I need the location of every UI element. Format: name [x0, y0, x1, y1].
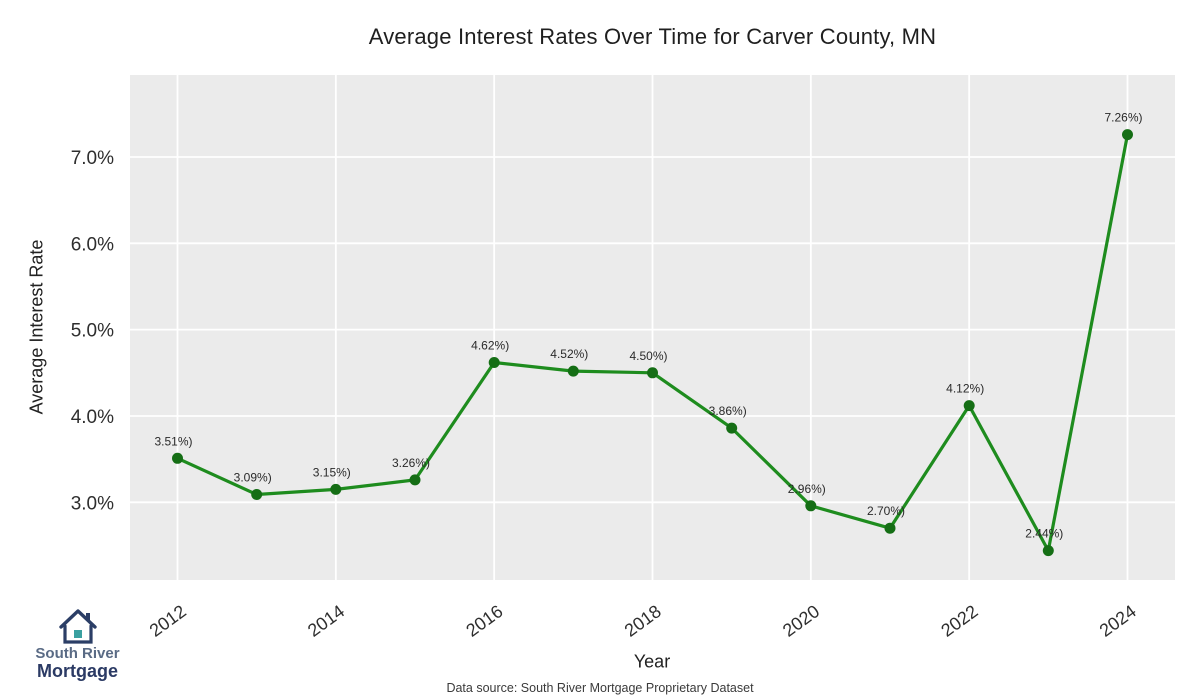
- data-point: [963, 400, 975, 412]
- point-label: 4.50%): [629, 349, 667, 363]
- point-label: 3.26%): [392, 456, 430, 470]
- data-point: [1042, 545, 1054, 557]
- data-point: [647, 367, 658, 379]
- x-tick-label: 2020: [779, 601, 823, 641]
- data-point: [884, 522, 896, 534]
- company-logo: South River Mortgage: [20, 606, 135, 681]
- data-point: [567, 365, 579, 377]
- x-tick-label: 2014: [304, 601, 348, 641]
- point-label: 3.51%): [154, 434, 192, 448]
- x-tick-label: 2022: [937, 601, 981, 641]
- data-point: [409, 474, 421, 486]
- point-label: 2.70%): [867, 504, 905, 518]
- y-axis-label: Average Interest Rate: [26, 239, 47, 415]
- point-label: 3.09%): [234, 471, 272, 485]
- point-label: 3.15%): [313, 465, 351, 479]
- data-point: [1122, 129, 1133, 141]
- house-icon: [58, 609, 97, 644]
- x-tick-label: 2012: [146, 601, 190, 641]
- logo-line1: South River: [35, 645, 120, 662]
- data-point: [330, 483, 342, 495]
- point-label: 4.52%): [550, 347, 588, 361]
- point-label: 2.96%): [788, 482, 826, 496]
- point-label: 2.44%): [1025, 527, 1063, 541]
- y-tick-label: 7.0%: [71, 148, 114, 169]
- data-point: [726, 422, 738, 434]
- point-label: 7.26%): [1104, 111, 1142, 125]
- data-point: [805, 500, 817, 512]
- y-tick-label: 6.0%: [71, 234, 114, 255]
- data-point: [488, 357, 500, 368]
- point-label: 4.12%): [946, 382, 984, 396]
- data-source-caption: Data source: South River Mortgage Propri…: [446, 681, 754, 695]
- x-tick-label: 2018: [621, 601, 665, 641]
- data-point: [172, 452, 183, 464]
- x-tick-label: 2024: [1096, 601, 1140, 641]
- chart-title: Average Interest Rates Over Time for Car…: [368, 24, 937, 49]
- y-tick-label: 4.0%: [71, 407, 114, 428]
- y-tick-label: 3.0%: [71, 493, 114, 514]
- x-axis-label: Year: [633, 651, 671, 672]
- logo-line2: Mortgage: [37, 660, 118, 681]
- point-label: 4.62%): [471, 339, 509, 353]
- x-tick-label: 2016: [462, 601, 506, 641]
- y-tick-label: 5.0%: [71, 321, 114, 342]
- point-label: 3.86%): [709, 404, 747, 418]
- data-point: [251, 489, 263, 500]
